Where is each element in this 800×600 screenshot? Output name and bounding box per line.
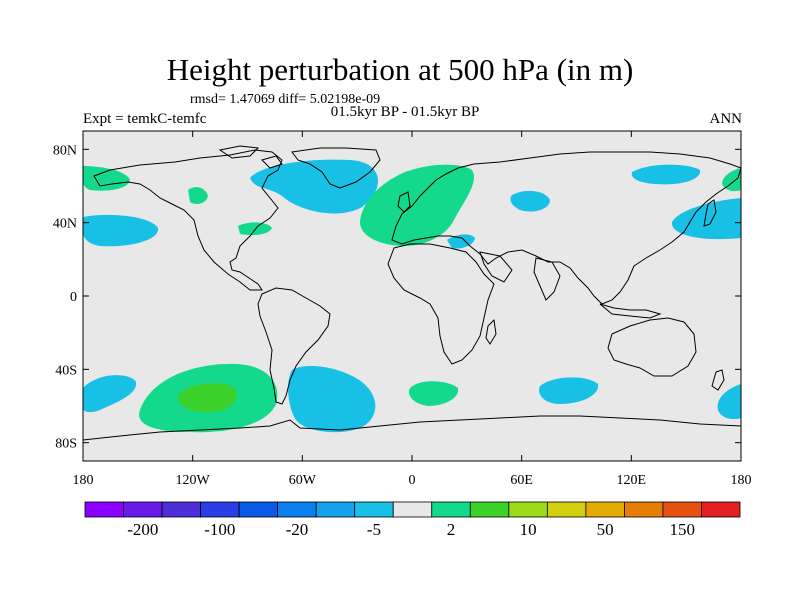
colorbar-label: -200 <box>127 520 158 539</box>
lon-label: 60E <box>510 473 533 488</box>
colorbar-swatch <box>469 501 510 518</box>
coast-north-america <box>93 149 283 291</box>
negative-anomaly-n-pacific-west <box>83 214 159 247</box>
positive-anomaly-us-east <box>238 222 272 236</box>
coast-japan <box>703 199 717 227</box>
coast-antarctica <box>83 415 741 441</box>
colorbar-swatch <box>84 501 124 518</box>
negative-anomaly-siberia <box>631 164 701 185</box>
colorbar-swatch <box>238 501 279 518</box>
lon-label: 120E <box>617 473 647 488</box>
lon-label: 0 <box>409 473 416 488</box>
map-title: Height perturbation at 500 hPa (in m) <box>166 52 634 87</box>
colorbar-label: -5 <box>367 520 381 539</box>
colorbar-label: -20 <box>286 520 309 539</box>
stats-line: rmsd= 1.47069 diff= 5.02198e-09 <box>190 92 381 107</box>
positive-anomaly-alaska <box>83 166 130 191</box>
coast-madagascar <box>485 318 497 345</box>
positive-anomaly-ne-asia <box>722 168 741 192</box>
lat-label: 40N <box>53 217 77 232</box>
lat-axis: 80N 40N 0 40S 80S <box>53 143 741 452</box>
colorbar-swatch <box>624 501 664 518</box>
lat-label: 80N <box>53 143 77 158</box>
colorbar-swatch <box>161 501 201 518</box>
lon-axis: 180 120W 60W 0 60E 120E 180 <box>73 131 752 488</box>
lon-label: 60W <box>289 473 317 488</box>
coastlines <box>83 145 741 441</box>
negative-anomaly-n-pacific-east <box>671 198 741 240</box>
coast-australia <box>607 317 697 377</box>
colorbar-label: 50 <box>597 520 614 539</box>
lat-label: 40S <box>55 363 77 378</box>
colorbar-swatch <box>354 501 394 518</box>
negative-anomaly-s-atlantic <box>288 366 376 433</box>
colorbar-swatch <box>662 501 702 518</box>
negative-anomaly-s-indian <box>539 377 599 404</box>
coast-south-america <box>257 287 331 405</box>
colorbar-label: -100 <box>204 520 235 539</box>
colorbar: -200 -100 -20 -5 2 10 50 150 <box>84 501 741 539</box>
lon-label: 180 <box>731 473 752 488</box>
experiment-label: Expt = temkC-temfc <box>83 111 207 127</box>
colorbar-label: 2 <box>447 520 456 539</box>
negative-anomaly-n-atlantic <box>250 159 378 214</box>
negative-anomaly-mediterranean <box>447 234 475 249</box>
coast-india <box>533 257 561 301</box>
colorbar-swatch <box>392 501 433 518</box>
anomaly-fields <box>83 159 741 433</box>
colorbar-swatch <box>200 501 240 518</box>
positive-anomaly-s-pacific-core <box>177 383 237 413</box>
colorbar-swatch <box>315 501 356 518</box>
colorbar-swatch <box>431 501 471 518</box>
coast-greenland <box>291 147 381 189</box>
colorbar-swatch <box>123 501 163 518</box>
lat-label: 0 <box>70 290 77 305</box>
positive-anomaly-europe <box>360 164 475 246</box>
coast-indonesia <box>599 303 662 319</box>
coast-uk <box>397 191 411 213</box>
coast-eurasia <box>391 151 741 305</box>
period-label: 01.5kyr BP - 01.5kyr BP <box>330 104 480 120</box>
colorbar-swatch <box>585 501 625 518</box>
coast-africa <box>387 243 495 365</box>
coast-arabia <box>479 251 513 283</box>
negative-anomaly-central-asia <box>510 190 550 212</box>
negative-anomaly-s-pacific-east <box>717 384 741 420</box>
colorbar-label: 150 <box>669 520 695 539</box>
coast-canadian-islands <box>218 145 283 169</box>
coast-new-zealand <box>711 369 725 391</box>
colorbar-swatch <box>546 501 587 518</box>
colorbar-swatch <box>508 501 548 518</box>
lon-label: 120W <box>176 473 211 488</box>
lon-label: 180 <box>73 473 94 488</box>
colorbar-swatch <box>701 501 741 518</box>
positive-anomaly-s-atlantic-east <box>408 381 459 406</box>
season-label: ANN <box>709 111 743 127</box>
lat-label: 80S <box>55 437 77 452</box>
colorbar-label: 10 <box>520 520 537 539</box>
colorbar-swatch <box>277 501 317 518</box>
negative-anomaly-s-pacific-west <box>83 375 137 413</box>
positive-anomaly-canada-west <box>188 187 208 204</box>
